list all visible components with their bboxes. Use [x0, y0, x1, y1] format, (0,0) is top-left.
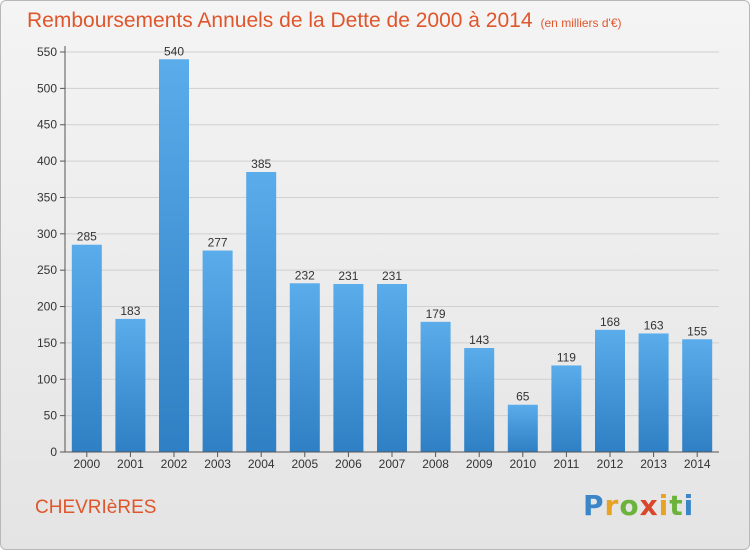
bar-2011: [551, 365, 582, 452]
chart-title: Remboursements Annuels de la Dette de 20…: [27, 9, 622, 33]
chart-unit: (en milliers d'€): [540, 16, 622, 30]
data-label-2003: 277: [208, 236, 228, 250]
bar-2008: [420, 321, 451, 452]
x-tick-label: 2005: [291, 457, 318, 471]
bar-2007: [377, 284, 407, 452]
bar-2002: [159, 59, 189, 452]
y-tick-label: 250: [37, 263, 57, 277]
data-label-2004: 385: [251, 157, 271, 171]
data-label-2000: 285: [77, 230, 97, 244]
bar-2001: [115, 318, 146, 452]
x-tick-label: 2010: [509, 457, 536, 471]
data-label-2013: 163: [644, 318, 664, 332]
bar-2000: [71, 244, 102, 452]
x-tick-label: 2004: [248, 457, 275, 471]
proxiti-logo: Proxiti: [583, 489, 695, 522]
x-tick-label: 2006: [335, 457, 362, 471]
y-tick-label: 350: [37, 190, 57, 204]
data-label-2014: 155: [687, 324, 707, 338]
bar-2004: [246, 172, 277, 452]
bar-2013: [638, 333, 669, 452]
data-label-2012: 168: [600, 315, 620, 329]
bar-2009: [464, 348, 495, 452]
bar-2006: [333, 284, 364, 452]
x-tick-label: 2007: [379, 457, 406, 471]
y-tick-label: 100: [37, 372, 57, 386]
x-tick-label: 2012: [597, 457, 624, 471]
x-tick-label: 2009: [466, 457, 493, 471]
x-tick-label: 2002: [161, 457, 188, 471]
bar-2005: [289, 283, 320, 452]
y-tick-label: 150: [37, 336, 57, 350]
x-tick-label: 2008: [422, 457, 449, 471]
data-label-2005: 232: [295, 268, 315, 282]
data-label-2009: 143: [469, 333, 489, 347]
y-tick-label: 0: [50, 445, 57, 459]
axis-layer: 0 50 100 150 200 250 300 350 400 450 500 550 2000 200…: [37, 45, 719, 471]
data-label-2011: 119: [557, 350, 576, 364]
chart-title-text: Remboursements Annuels de la Dette de 20…: [27, 9, 533, 32]
data-label-2008: 179: [426, 307, 446, 321]
y-tick-label: 50: [44, 409, 58, 423]
x-tick-label: 2000: [73, 457, 100, 471]
data-label-2010: 65: [516, 390, 530, 404]
commune-name: CHEVRIèRES: [35, 497, 157, 518]
x-tick-label: 2014: [684, 457, 711, 471]
y-tick-label: 500: [37, 81, 57, 95]
y-tick-label: 200: [37, 300, 57, 314]
y-tick-label: 400: [37, 154, 57, 168]
y-tick-label: 550: [37, 45, 57, 59]
data-label-2007: 231: [382, 269, 402, 283]
x-tick-label: 2001: [117, 457, 144, 471]
data-label-2002: 540: [164, 44, 184, 58]
x-tick-label: 2011: [553, 457, 579, 471]
x-tick-label: 2013: [640, 457, 667, 471]
x-tick-label: 2003: [204, 457, 231, 471]
bar-2014: [682, 339, 713, 452]
data-label-2001: 183: [120, 304, 140, 318]
y-tick-label: 300: [37, 227, 57, 241]
data-label-2006: 231: [338, 269, 358, 283]
bars-layer: 285 183 540 277 385 232 231 231 179 143 65 119 168 16…: [71, 44, 713, 452]
bar-2010: [507, 404, 538, 452]
y-tick-label: 450: [37, 118, 57, 132]
bar-2012: [595, 329, 625, 452]
bar-2003: [202, 250, 233, 452]
